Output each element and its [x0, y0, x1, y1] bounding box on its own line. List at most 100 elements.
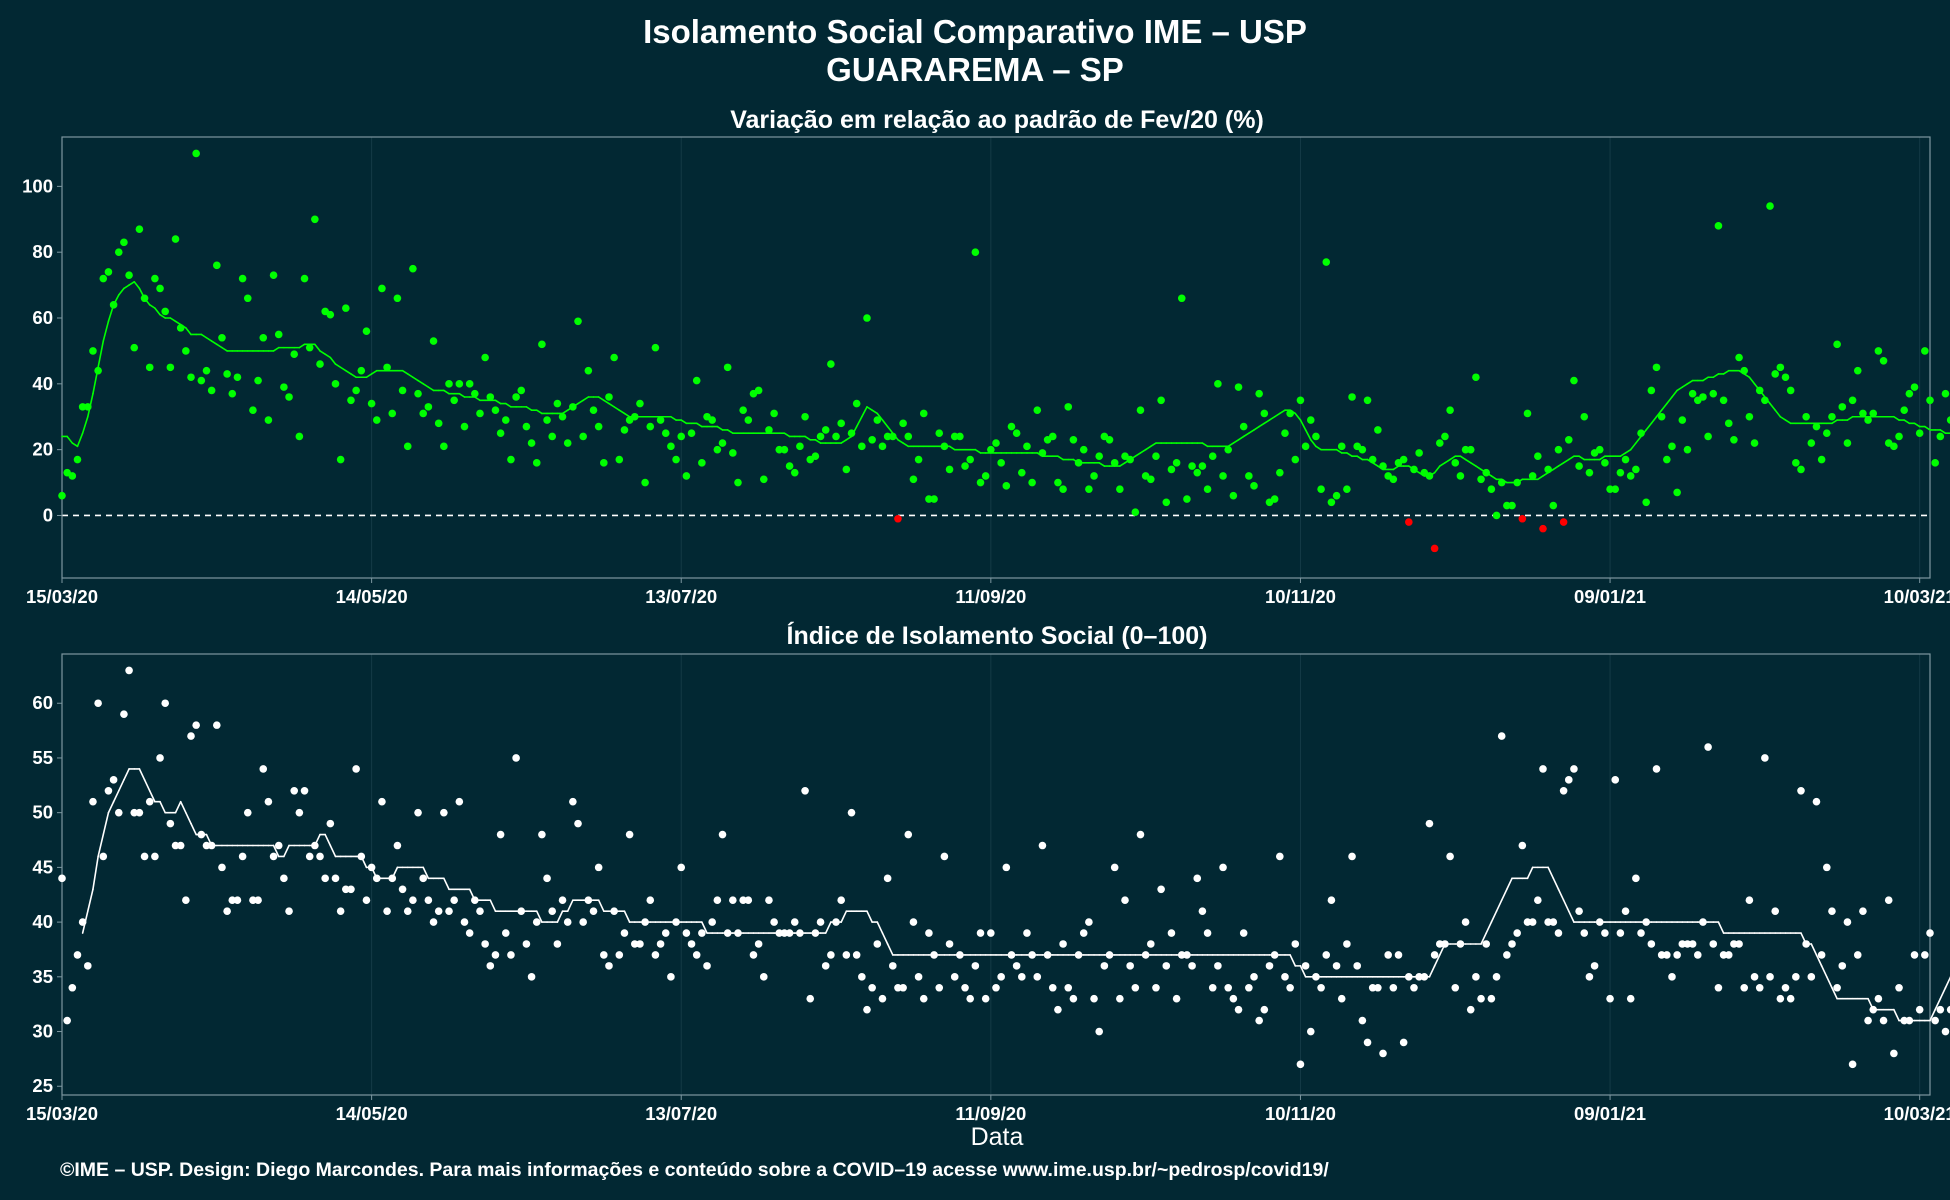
p2-point [1131, 983, 1140, 992]
p2-point [1528, 918, 1537, 926]
p1-point [1301, 442, 1310, 451]
p1-point [1838, 403, 1847, 411]
p2-ma-segment [179, 800, 187, 814]
p1-ma-segment [1433, 465, 1441, 474]
p1-point [207, 386, 216, 395]
footer-caption: ©IME – USP. Design: Diego Marcondes. Par… [60, 1159, 1329, 1181]
p1-ma-segment [314, 343, 321, 352]
p2-point [956, 951, 964, 959]
p1-point [1219, 472, 1227, 480]
p1-point [166, 363, 175, 372]
p2-point [971, 962, 980, 970]
p1-ytick-label: 80 [32, 241, 53, 262]
p1-point [1317, 485, 1325, 493]
p1-point [94, 366, 102, 375]
p1-ma-segment [1650, 415, 1658, 425]
p1-point [471, 389, 479, 398]
p1-ma-segment [1150, 442, 1157, 448]
p1-point [1704, 432, 1712, 441]
p2-point [1028, 951, 1036, 959]
p1-ma-segment [1304, 429, 1312, 441]
p1-point [852, 399, 861, 408]
p1-point [1926, 396, 1934, 405]
p2-ma-segment [701, 921, 708, 934]
p1-ma-segment [205, 336, 213, 342]
p2-point [316, 852, 324, 861]
p1-ma-segment [1769, 402, 1776, 411]
p1-point [1002, 482, 1011, 490]
p1-point [1441, 432, 1449, 441]
p1-point [1735, 353, 1743, 362]
p1-ma-segment [159, 313, 167, 319]
p1-ma-segment [406, 373, 414, 379]
p2-point [1704, 743, 1712, 751]
p2-point [1781, 983, 1790, 992]
p1-point [1709, 389, 1718, 398]
p1-point [1085, 485, 1093, 493]
p1-ma-segment [1464, 458, 1472, 464]
p2-point [770, 918, 778, 926]
main-subtitle: GUARAREMA – SP [826, 51, 1124, 88]
p2-point [213, 721, 221, 729]
p2-point [966, 994, 974, 1003]
p2-point [336, 907, 345, 915]
p2-point [1802, 940, 1810, 948]
p1-point [1348, 393, 1356, 401]
p2-ma-segment [123, 768, 130, 781]
p2-point [393, 841, 402, 850]
p1-point [151, 274, 159, 283]
p1-point [1012, 429, 1021, 437]
p2-point [1735, 940, 1743, 948]
p1-point [1616, 468, 1625, 477]
p1-point [434, 419, 443, 428]
p2-point [1389, 983, 1398, 992]
p1-ma-segment [1748, 376, 1756, 385]
p2-point [1797, 786, 1805, 795]
p1-point [522, 422, 531, 431]
p1-point [868, 435, 876, 444]
p2-point [589, 907, 598, 915]
p2-point [548, 907, 557, 915]
p2-point [238, 852, 247, 861]
p2-point [1157, 885, 1165, 894]
p1-point [1245, 472, 1253, 480]
p2-point [651, 951, 660, 959]
p1-ma-segment [897, 438, 904, 444]
p1-ma-segment [417, 379, 425, 385]
p2-point [243, 808, 252, 817]
p1-ma-segment [1557, 462, 1565, 467]
p1-point [362, 327, 371, 335]
p2-point [600, 951, 608, 959]
p2-point [1807, 973, 1816, 981]
p1-point [1497, 478, 1506, 487]
p2-point [1848, 1060, 1857, 1069]
p1-ma-segment [81, 415, 89, 434]
p2-point [388, 874, 397, 883]
p2-point [558, 896, 567, 905]
p1-point [192, 149, 200, 158]
p1-ma-segment [474, 396, 481, 402]
p1-point [1740, 366, 1749, 375]
p1-point [527, 439, 536, 447]
p1-point [1864, 416, 1872, 424]
p2-point [1059, 940, 1067, 948]
p2-point [192, 721, 200, 729]
p2-point [1766, 973, 1774, 981]
p2-ma-segment [112, 789, 120, 803]
p2-point [553, 940, 562, 948]
p2-point [1606, 994, 1614, 1003]
p2-point [1534, 896, 1542, 905]
p2-point [465, 929, 474, 937]
p1-point [976, 478, 985, 487]
p2-point [1126, 962, 1134, 970]
p1-point [1064, 403, 1073, 411]
p2-point [1358, 1016, 1367, 1025]
p1-ma-segment [1449, 455, 1457, 461]
p1-point [84, 403, 92, 411]
p2-ma-segment [97, 833, 105, 858]
p1-ma-segment [221, 346, 228, 352]
p1-point [1508, 501, 1516, 510]
p2-point [501, 929, 510, 937]
p2-point [1575, 907, 1583, 915]
p1-point [651, 343, 660, 352]
